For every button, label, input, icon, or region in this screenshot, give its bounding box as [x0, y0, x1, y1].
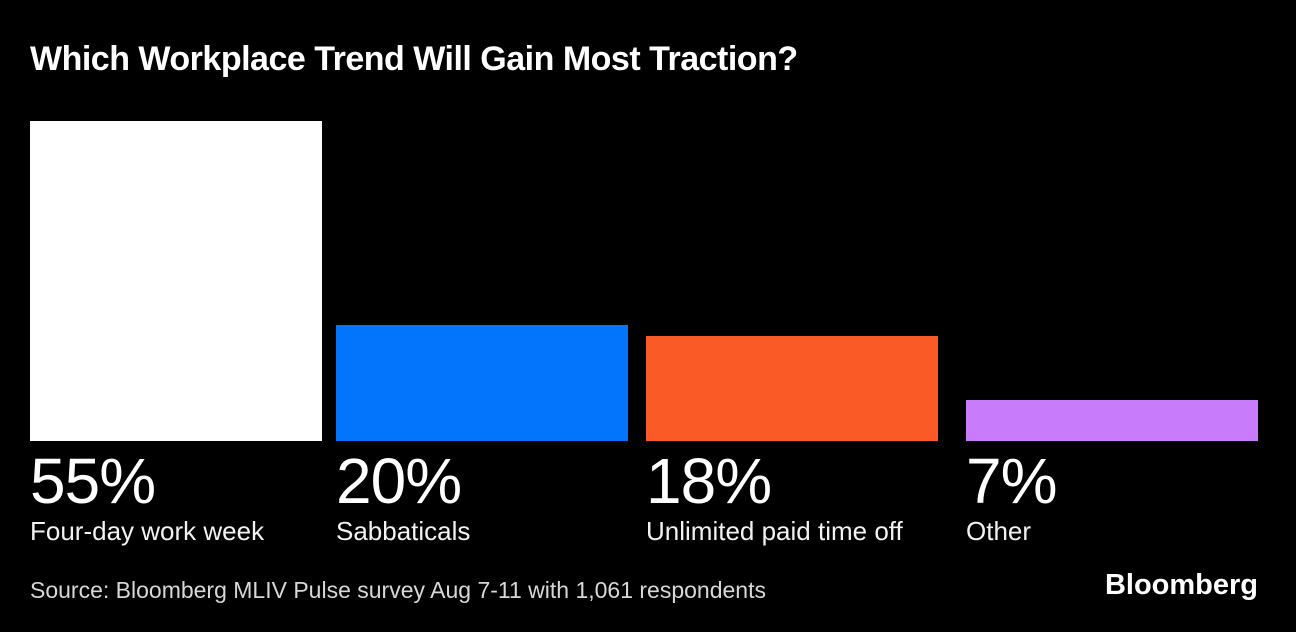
value-label: 55% — [30, 445, 156, 517]
bar-area — [966, 121, 1258, 441]
bar-other — [966, 400, 1258, 441]
source-note: Source: Bloomberg MLIV Pulse survey Aug … — [30, 577, 766, 603]
value-label: 7% — [966, 445, 1058, 517]
bloomberg-logo: Bloomberg — [1104, 569, 1258, 601]
value-label: 18% — [646, 445, 772, 517]
category-label: Other — [966, 516, 1032, 546]
bar-column-sabbaticals: 20% Sabbaticals — [336, 121, 628, 546]
category-label: Unlimited paid time off — [646, 516, 903, 546]
chart-title: Which Workplace Trend Will Gain Most Tra… — [30, 40, 798, 78]
category-label: Sabbaticals — [336, 516, 471, 546]
bar-area — [646, 121, 938, 441]
bar-sabbaticals — [336, 325, 628, 441]
category-label: Four-day work week — [30, 516, 265, 546]
bar-column-unlimited-paid-time-off: 18% Unlimited paid time off — [646, 121, 938, 546]
bar-area — [336, 121, 628, 441]
bar-unlimited-paid-time-off — [646, 336, 938, 441]
value-label: 20% — [336, 445, 462, 517]
bar-area — [30, 121, 322, 441]
bar-four-day-work-week — [30, 121, 322, 441]
bar-column-other: 7% Other — [966, 121, 1258, 546]
bar-column-four-day-work-week: 55% Four-day work week — [30, 121, 322, 546]
